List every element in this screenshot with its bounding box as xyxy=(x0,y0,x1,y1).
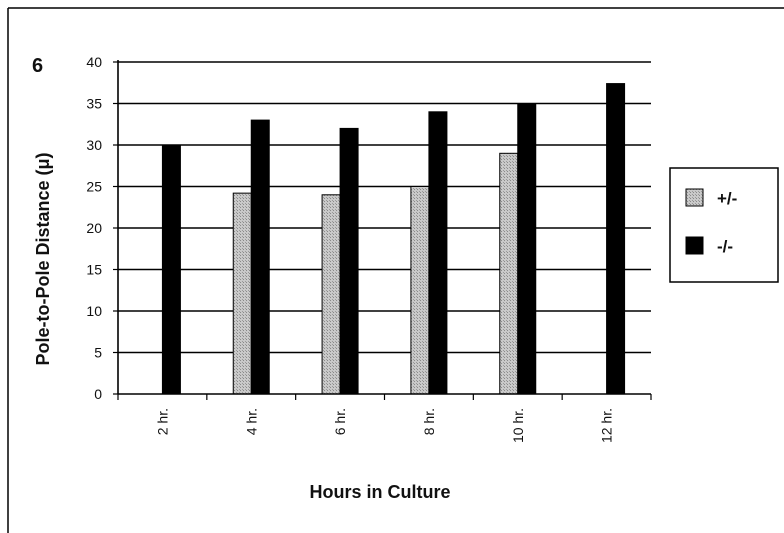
bar-minus-minus-6 xyxy=(606,83,626,395)
gridlines xyxy=(118,61,651,354)
legend-label-minus-minus: -/- xyxy=(717,237,733,256)
legend-swatch-plus-minus xyxy=(685,188,704,207)
y-tick-label: 40 xyxy=(86,54,102,70)
x-tick-label: 4 hr. xyxy=(243,408,259,435)
y-tick-label: 5 xyxy=(94,345,102,361)
bar-plus-minus-3 xyxy=(321,194,341,395)
y-tick-label: 25 xyxy=(86,179,102,195)
bar-plus-minus-2 xyxy=(232,192,252,395)
y-tick-label: 15 xyxy=(86,262,102,278)
bar-minus-minus-5 xyxy=(517,103,537,395)
bar-minus-minus-4 xyxy=(428,111,448,395)
bar-plus-minus-4 xyxy=(410,186,430,395)
y-tick-label: 20 xyxy=(86,220,102,236)
x-tick-label: 8 hr. xyxy=(421,408,437,435)
legend-swatch-minus-minus xyxy=(685,236,704,255)
panel-label: 6 xyxy=(32,55,43,77)
bar-minus-minus-2 xyxy=(250,119,270,395)
legend-label-plus-minus: +/- xyxy=(717,189,737,208)
y-axis-title: Pole-to-Pole Distance (μ) xyxy=(33,152,53,365)
bar-plus-minus-5 xyxy=(499,152,519,395)
legend: +/- -/- xyxy=(669,167,779,283)
legend-box xyxy=(669,167,779,283)
y-tick-label: 0 xyxy=(94,386,102,402)
y-tick-labels: 0 5 10 15 20 25 30 35 40 xyxy=(86,54,102,402)
x-tick-labels: 2 hr. 4 hr. 6 hr. 8 hr. 10 hr. 12 hr. xyxy=(154,408,614,443)
axes xyxy=(113,60,652,400)
y-tick-label: 35 xyxy=(86,96,102,112)
y-tick-label: 30 xyxy=(86,137,102,153)
y-tick-label: 10 xyxy=(86,303,102,319)
x-tick-label: 12 hr. xyxy=(599,408,615,443)
x-tick-label: 10 hr. xyxy=(510,408,526,443)
bar-minus-minus-3 xyxy=(339,127,359,395)
x-tick-label: 2 hr. xyxy=(154,408,170,435)
bar-minus-minus-1 xyxy=(161,144,181,395)
x-axis-title: Hours in Culture xyxy=(309,482,450,502)
bars xyxy=(161,83,626,395)
x-tick-label: 6 hr. xyxy=(332,408,348,435)
